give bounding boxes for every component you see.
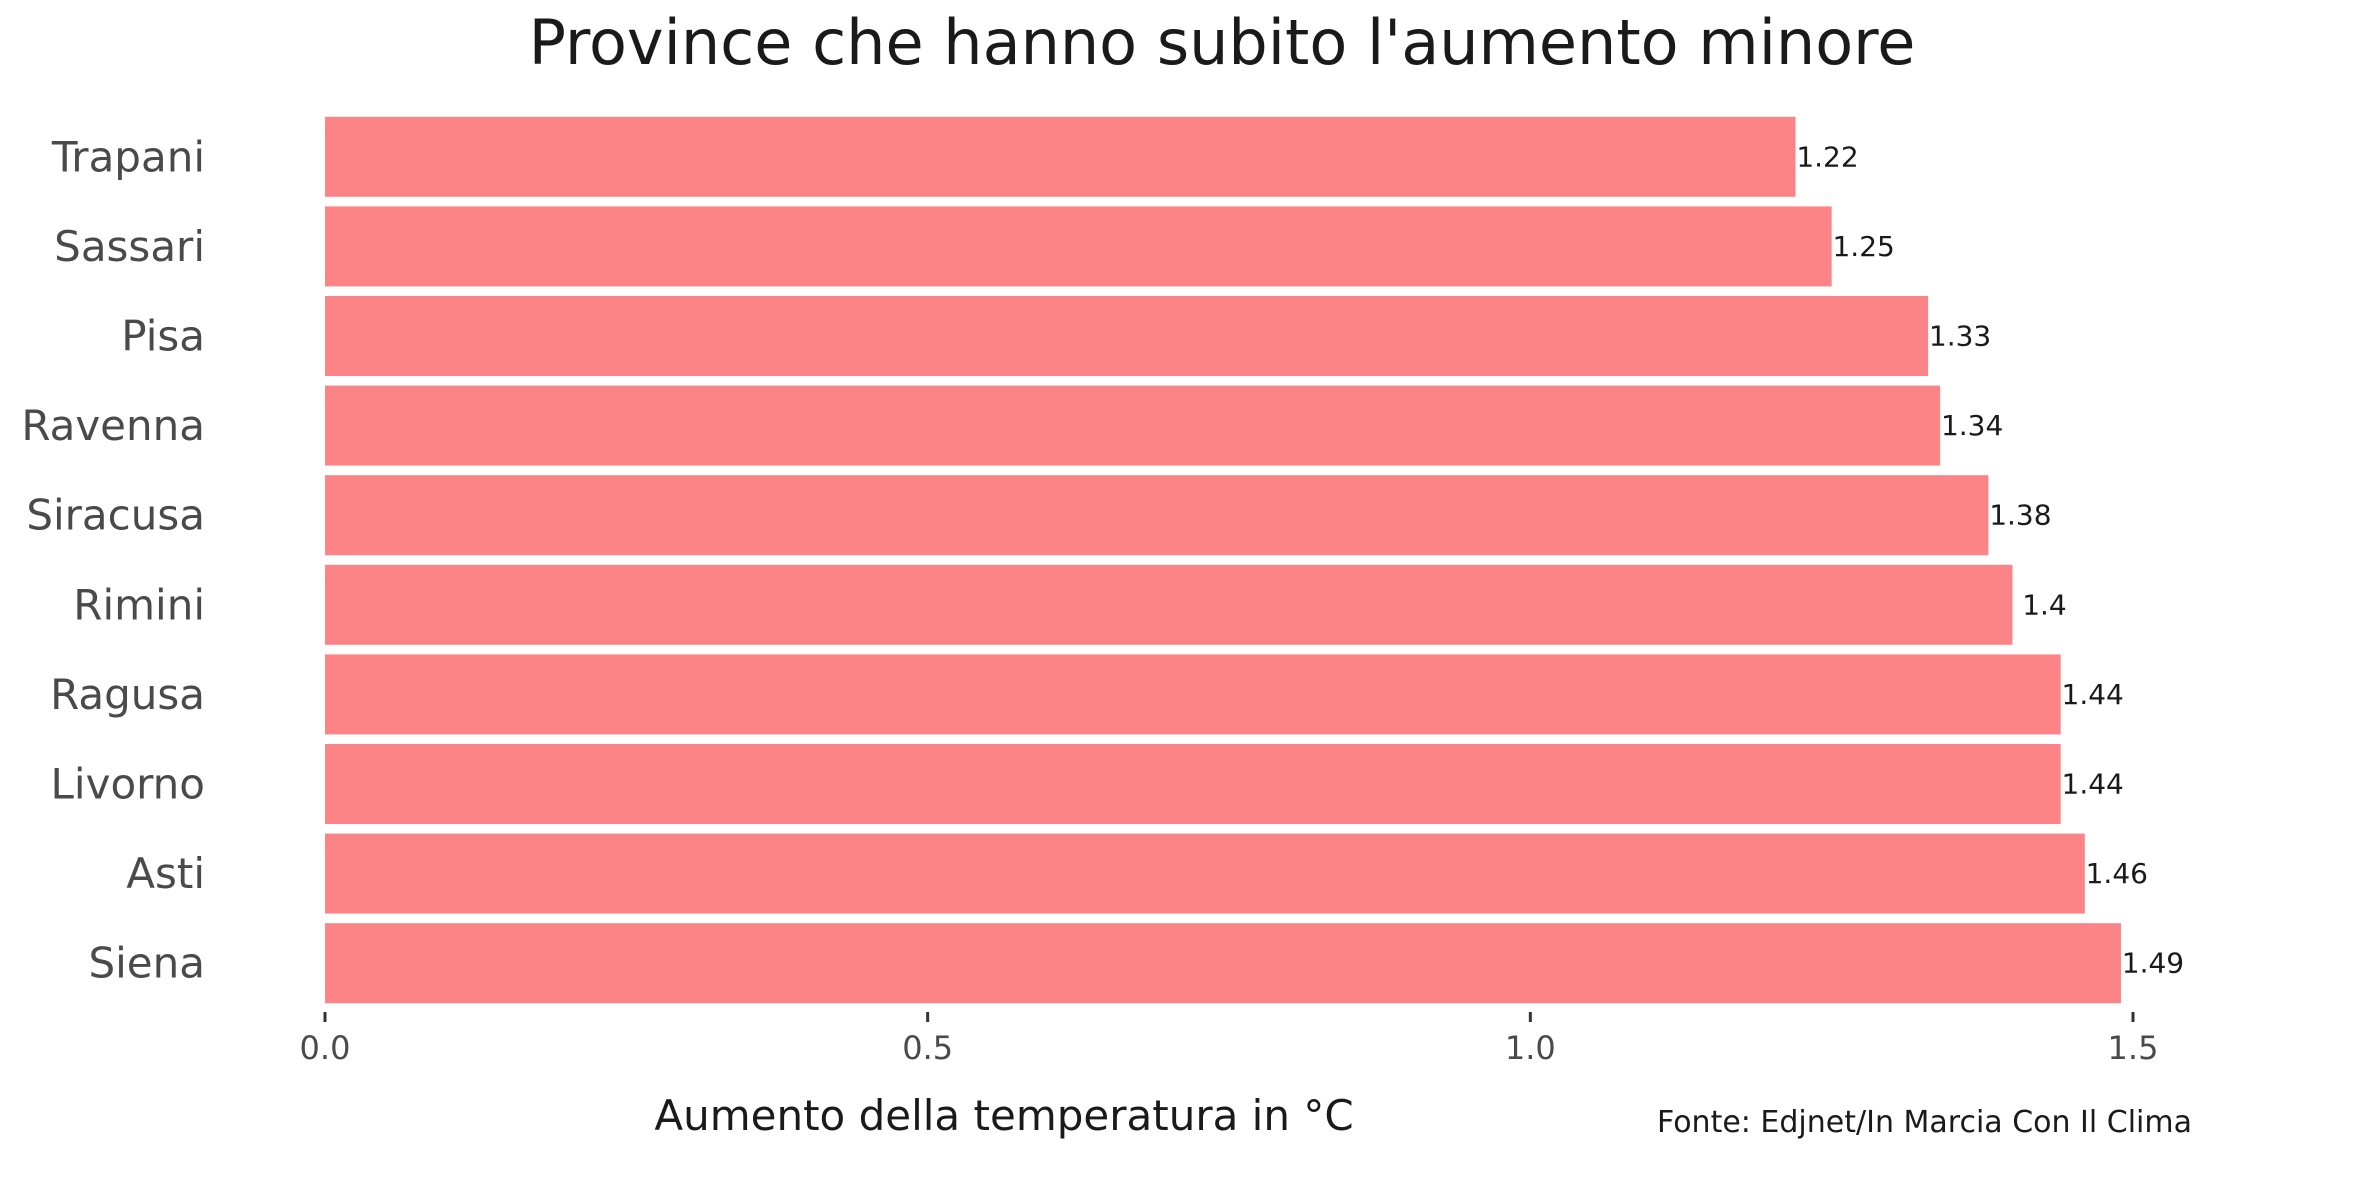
- value-label: 1.44: [2062, 678, 2124, 711]
- category-label: Ravenna: [21, 401, 205, 450]
- category-label: Ragusa: [50, 670, 205, 719]
- category-label: Asti: [126, 849, 205, 898]
- value-label: 1.22: [1796, 140, 1858, 173]
- bar: [325, 385, 1941, 466]
- value-label: 1.25: [1832, 230, 1894, 263]
- x-tick-label: 1.0: [1505, 1029, 1556, 1067]
- bar: [325, 833, 2085, 914]
- x-tick-label: 0.5: [902, 1029, 953, 1067]
- bar: [325, 296, 1929, 376]
- source-caption: Fonte: Edjnet/In Marcia Con Il Clima: [1657, 1105, 2192, 1140]
- chart-title: Province che hanno subito l'aumento mino…: [529, 6, 1916, 79]
- category-label: Siena: [88, 939, 205, 988]
- bar: [325, 206, 1832, 287]
- value-label: 1.44: [2062, 768, 2124, 801]
- value-label: 1.49: [2122, 947, 2184, 980]
- bars-layer: [325, 116, 2121, 1004]
- bar: [325, 744, 2061, 824]
- x-tick-label: 1.5: [2108, 1029, 2159, 1067]
- value-label: 1.34: [1941, 409, 2003, 442]
- x-axis-title: Aumento della temperatura in °C: [654, 1091, 1353, 1140]
- category-labels: Trapani Sassari Pisa Ravenna Siracusa Rimini R…: [21, 132, 205, 987]
- bar: [325, 564, 2013, 645]
- value-label: 1.4: [2022, 588, 2067, 621]
- x-axis: 0.0 0.5 1.0 1.5: [300, 1012, 2159, 1067]
- value-label: 1.38: [1989, 499, 2051, 532]
- category-label: Trapani: [51, 132, 205, 181]
- value-label: 1.33: [1929, 320, 1991, 353]
- value-labels: 1.22 1.25 1.33 1.34 1.38 1.4 1.44 1.44 1.46 1.49: [1796, 140, 2184, 979]
- bar: [325, 475, 1989, 556]
- bar: [325, 654, 2061, 735]
- category-label: Sassari: [54, 222, 205, 271]
- value-label: 1.46: [2086, 857, 2148, 890]
- x-tick-label: 0.0: [300, 1029, 351, 1067]
- bar: [325, 923, 2121, 1004]
- category-label: Rimini: [73, 580, 205, 629]
- category-label: Siracusa: [26, 491, 205, 540]
- bar: [325, 116, 1796, 197]
- category-label: Livorno: [51, 760, 205, 809]
- category-label: Pisa: [121, 312, 205, 361]
